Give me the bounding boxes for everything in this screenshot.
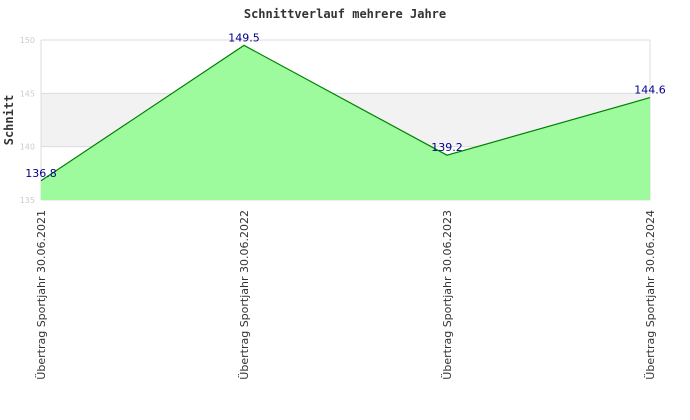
y-tick-label: 140 <box>20 143 35 152</box>
data-label: 139.2 <box>431 141 463 154</box>
x-tick-label: Übertrag Sportjahr 30.06.2024 <box>644 210 657 380</box>
x-tick-label: Übertrag Sportjahr 30.06.2021 <box>35 210 48 380</box>
area-fill <box>41 45 650 201</box>
y-tick-label: 135 <box>20 196 35 205</box>
chart-title: Schnittverlauf mehrere Jahre <box>244 7 446 21</box>
x-tick-label: Übertrag Sportjahr 30.06.2023 <box>441 210 454 380</box>
x-tick-label: Übertrag Sportjahr 30.06.2022 <box>238 210 251 380</box>
series-line <box>40 44 651 182</box>
y-tick-label: 145 <box>20 89 35 98</box>
data-label: 149.5 <box>228 31 260 44</box>
data-label: 136.8 <box>25 167 57 180</box>
y-tick-label: 150 <box>20 36 35 45</box>
data-label: 144.6 <box>634 84 666 97</box>
y-axis-label: Schnitt <box>2 95 16 146</box>
